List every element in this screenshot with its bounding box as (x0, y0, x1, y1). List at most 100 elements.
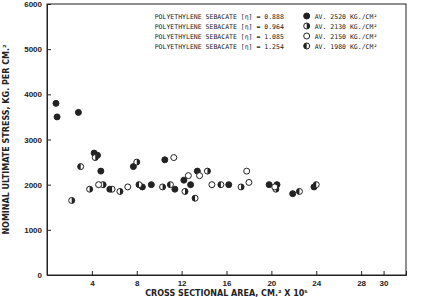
marker-outline (304, 13, 310, 19)
point (162, 157, 168, 163)
legend-label: POLYETHYLENE SEBACATE [η] = 1.085 (155, 33, 284, 41)
point (238, 184, 244, 190)
series (69, 155, 279, 204)
y-tick: 1000 (24, 226, 51, 235)
marker-outline (218, 182, 224, 188)
x-tick: 24 (312, 271, 321, 288)
y-axis: 0100020003000400050006000 (24, 0, 51, 280)
chart: 481216202428300100020003000400050006000P… (0, 0, 426, 297)
point (134, 159, 140, 165)
x-tick-mark (316, 271, 317, 275)
marker-half (307, 23, 310, 29)
marker-half (304, 43, 307, 49)
legend-entry: POLYETHYLENE SEBACATE [η] = 1.254AV. 198… (155, 43, 378, 51)
marker-outline (160, 184, 166, 190)
marker-outline (53, 100, 59, 106)
y-tick-label: 2000 (24, 181, 42, 190)
legend-entry: POLYETHYLENE SEBACATE [η] = 0.888AV. 252… (155, 13, 378, 21)
marker-half (313, 182, 316, 188)
marker-half (218, 182, 221, 188)
marker-outline (238, 184, 244, 190)
marker-half (95, 155, 98, 161)
point (87, 186, 93, 192)
x-tick-label: 8 (135, 279, 140, 288)
y-tick-label: 4000 (24, 90, 42, 99)
point (296, 188, 302, 194)
point (53, 100, 59, 106)
y-tick-mark (47, 230, 51, 231)
y-tick-mark (47, 185, 51, 186)
point (313, 182, 319, 188)
marker-half (185, 188, 188, 194)
x-axis-title: CROSS SECTIONAL AREA, CM.² X 10⁵ (145, 289, 308, 297)
x-tick: 20 (267, 271, 276, 288)
marker-half (109, 186, 112, 192)
x-tick-mark (361, 271, 362, 275)
point (218, 182, 224, 188)
y-tick-label: 0 (38, 271, 43, 280)
point (171, 155, 177, 161)
legend-marker (304, 13, 310, 19)
marker-outline (304, 43, 310, 49)
marker-outline (182, 188, 188, 194)
legend-marker (304, 23, 310, 29)
marker-outline (209, 182, 215, 188)
marker-outline (185, 173, 191, 179)
legend-annotation: AV. 2130 KG./CM² (315, 23, 378, 31)
marker-outline (117, 188, 123, 194)
x-tick-label: 16 (223, 279, 232, 288)
point (98, 168, 104, 174)
x-tick: 30 (380, 271, 389, 288)
x-tick-mark (92, 271, 93, 275)
point (148, 182, 154, 188)
legend-entry: POLYETHYLENE SEBACATE [η] = 0.964 AV. 213… (155, 23, 378, 31)
x-tick: 4 (90, 271, 95, 288)
marker-outline (296, 188, 302, 194)
marker-outline (272, 184, 278, 190)
point (96, 182, 102, 188)
y-axis-title: NOMINAL ULTIMATE STRESS, KG. PER CM.² (2, 44, 11, 235)
y-tick-label: 5000 (24, 45, 42, 54)
marker-half (296, 188, 299, 194)
marker-outline (98, 168, 104, 174)
marker-outline (162, 157, 168, 163)
y-tick-mark (47, 275, 51, 276)
marker-outline (204, 168, 210, 174)
point (160, 184, 166, 190)
marker-outline (148, 182, 154, 188)
marker-half (163, 184, 166, 190)
marker-outline (167, 182, 173, 188)
point (54, 114, 60, 120)
point (136, 182, 142, 188)
marker-half (207, 168, 210, 174)
point (185, 173, 191, 179)
x-tick-label: 28 (357, 279, 366, 288)
marker-outline (78, 164, 84, 170)
legend-label: POLYETHYLENE SEBACATE [η] = 0.888 (155, 13, 284, 21)
points (53, 100, 319, 203)
x-tick: 28 (357, 271, 366, 288)
legend-annotation: AV. 2150 KG./CM² (315, 33, 378, 41)
y-tick-label: 3000 (24, 136, 42, 145)
marker-outline (197, 173, 203, 179)
y-tick-mark (47, 140, 51, 141)
point (204, 168, 210, 174)
marker-outline (313, 182, 319, 188)
marker-half (72, 197, 75, 203)
marker-half (137, 159, 140, 165)
point (75, 109, 81, 115)
x-tick-mark (182, 271, 183, 275)
x-tick-label: 4 (90, 279, 95, 288)
y-tick: 2000 (24, 181, 51, 190)
y-tick: 4000 (24, 90, 51, 99)
marker-outline (188, 182, 194, 188)
legend: POLYETHYLENE SEBACATE [η] = 0.888AV. 252… (155, 13, 378, 51)
marker-outline (244, 168, 250, 174)
marker-half (192, 195, 195, 201)
marker-outline (192, 195, 198, 201)
legend-marker (304, 33, 310, 39)
y-tick-label: 1000 (24, 226, 42, 235)
legend-label: POLYETHYLENE SEBACATE [η] = 0.964 (155, 23, 284, 31)
marker-half (241, 184, 244, 190)
x-tick-label: 20 (267, 279, 276, 288)
